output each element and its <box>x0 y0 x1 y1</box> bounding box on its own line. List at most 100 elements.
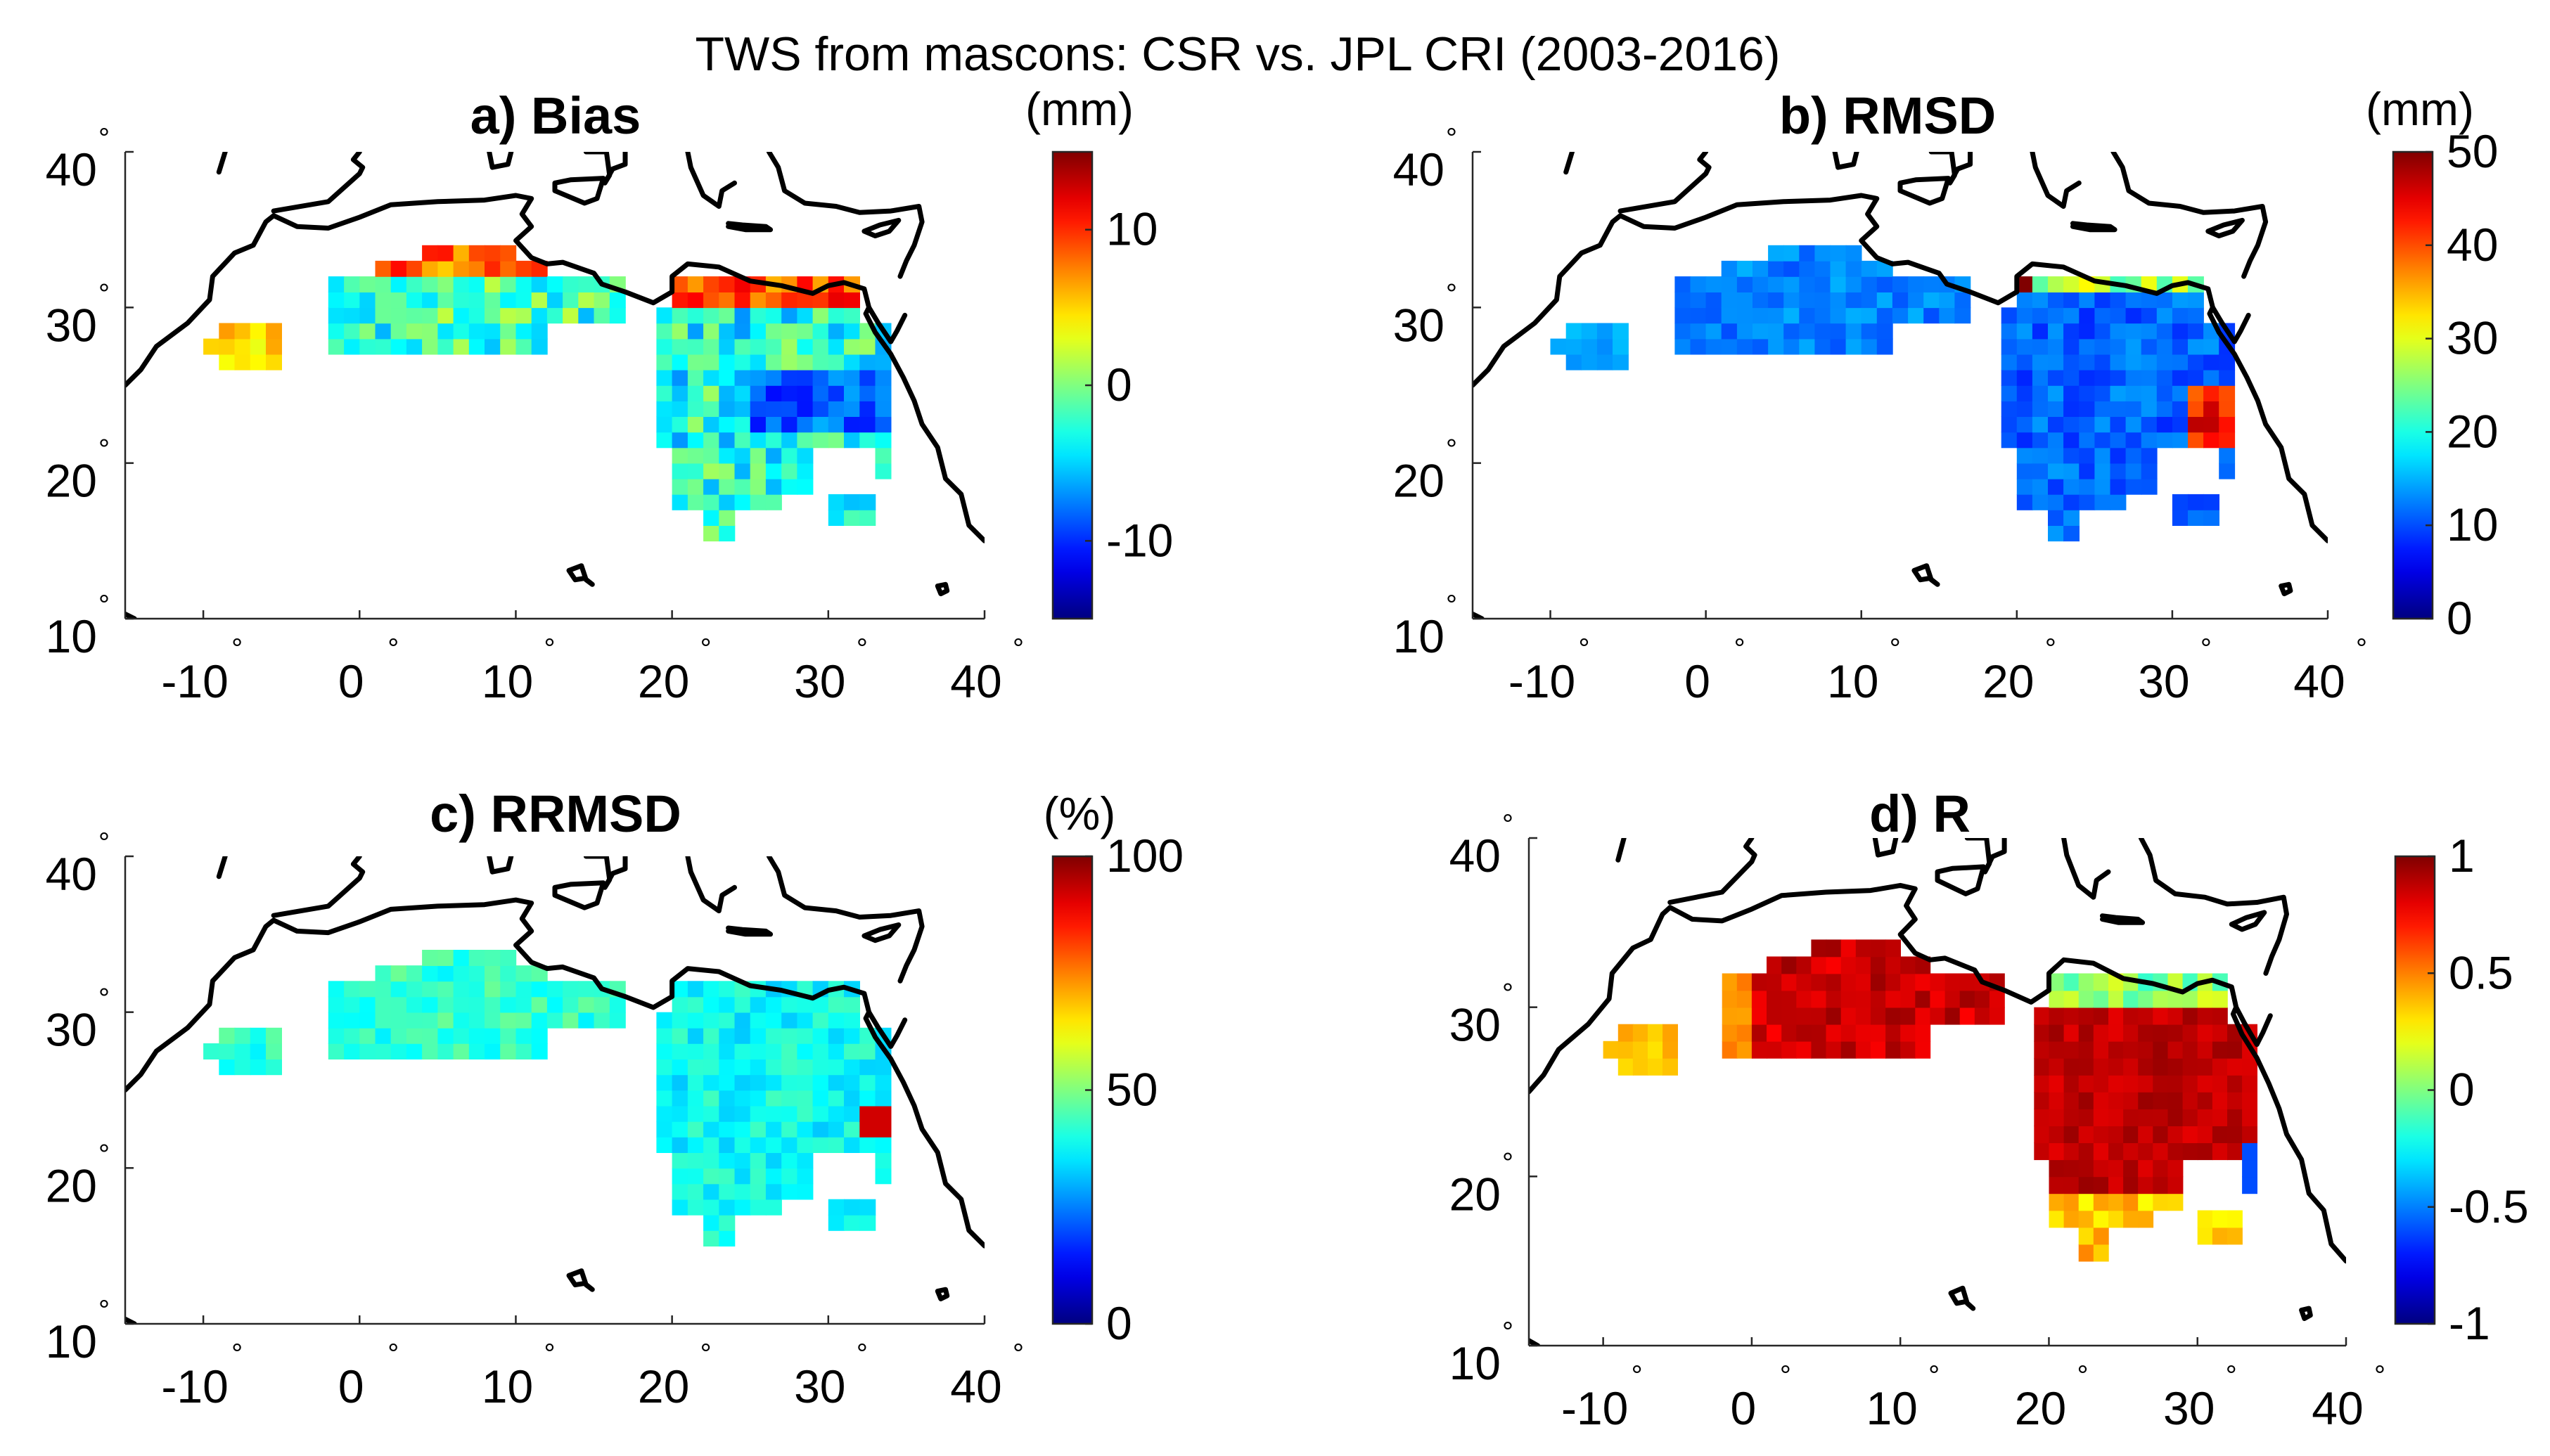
grid-cell <box>406 981 423 998</box>
grid-cell <box>2182 1126 2198 1143</box>
grid-cell <box>2078 1007 2094 1025</box>
grid-cell <box>844 1105 860 1122</box>
grid-cell <box>672 1090 688 1107</box>
grid-cell <box>390 276 407 292</box>
grid-cell <box>703 1043 720 1059</box>
grid-cell <box>781 1012 798 1029</box>
grid-cell <box>1617 1024 1634 1042</box>
grid-cell <box>781 478 798 495</box>
grid-cell <box>2167 1159 2184 1178</box>
grid-cell <box>500 965 517 982</box>
grid-cell <box>2125 307 2142 324</box>
grid-cell <box>2063 510 2080 526</box>
grid-cell <box>2078 1057 2094 1076</box>
grid-cell <box>2219 401 2236 417</box>
y-tick-label: 10 <box>1449 1337 1501 1389</box>
grid-cell <box>1870 1024 1886 1042</box>
grid-cell <box>1648 1057 1663 1076</box>
grid-cell <box>2034 1092 2050 1109</box>
grid-cell <box>734 416 751 433</box>
grid-cell <box>687 1012 704 1029</box>
grid-cell <box>2141 369 2158 386</box>
grid-cell <box>797 369 814 386</box>
grid-cell <box>2001 401 2018 417</box>
grid-cell <box>578 292 595 309</box>
grid-cell <box>2063 338 2080 355</box>
grid-cell <box>781 354 798 371</box>
grid-cell <box>485 950 501 966</box>
grid-cell <box>719 307 736 324</box>
grid-cell <box>1751 1024 1767 1042</box>
grid-cell <box>2138 1057 2154 1076</box>
grid-cell <box>859 432 876 449</box>
grid-cell <box>2188 369 2204 386</box>
grid-cell <box>485 292 501 309</box>
grid-cell <box>219 354 236 371</box>
grid-cell <box>687 276 704 292</box>
grid-cell <box>2048 307 2064 324</box>
grid-cell <box>2032 354 2049 371</box>
grid-cell <box>828 385 845 401</box>
grid-cell <box>1596 354 1613 371</box>
grid-cell <box>594 307 610 324</box>
grid-cell <box>531 1012 548 1029</box>
grid-cell <box>1811 1041 1827 1059</box>
grid-cell <box>703 369 720 386</box>
grid-cell <box>2188 510 2204 526</box>
grid-cell <box>672 996 688 1013</box>
grid-cell <box>2078 973 2094 991</box>
grid-cell <box>2141 385 2158 401</box>
grid-cell <box>812 307 829 324</box>
grid-cell <box>687 1168 704 1185</box>
grid-cell <box>797 1152 814 1169</box>
grid-cell <box>2123 1074 2139 1093</box>
grid-cell <box>765 1090 782 1107</box>
grid-cell <box>1845 292 1862 309</box>
grid-cell <box>1814 307 1831 324</box>
grid-cell <box>375 1012 392 1029</box>
grid-cell <box>1826 1007 1842 1025</box>
grid-cell <box>2032 276 2049 292</box>
grid-cell <box>656 1105 673 1122</box>
grid-cell <box>734 385 751 401</box>
grid-cell <box>390 307 407 324</box>
grid-cell <box>2123 990 2139 1008</box>
grid-cell <box>437 245 454 262</box>
y-tick-degree: ° <box>98 123 110 154</box>
grid-cell <box>437 1043 454 1059</box>
grid-cell <box>2197 1057 2213 1076</box>
grid-cell <box>1954 292 1971 309</box>
x-tick-label: -10 <box>161 1360 228 1412</box>
grid-cell <box>875 1074 892 1091</box>
grid-cell <box>485 245 501 262</box>
grid-cell <box>2141 401 2158 417</box>
grid-cell <box>1565 323 1582 340</box>
grid-cell <box>1944 990 1961 1008</box>
grid-cell <box>2079 463 2096 479</box>
grid-cell <box>703 1059 720 1076</box>
grid-cell <box>1840 939 1857 958</box>
grid-cell <box>2203 510 2219 526</box>
grid-cell <box>2093 1210 2109 1228</box>
grid-cell <box>2063 1074 2080 1093</box>
grid-cell <box>563 276 579 292</box>
grid-cell <box>485 307 501 324</box>
grid-cell <box>2001 416 2018 433</box>
grid-cell <box>2212 1109 2228 1126</box>
grid-cell <box>2063 447 2080 464</box>
grid-cell <box>734 1105 751 1122</box>
y-tick-label: 40 <box>1449 830 1501 882</box>
grid-cell <box>375 965 392 982</box>
grid-cell <box>719 338 736 355</box>
grid-cell <box>828 416 845 433</box>
grid-cell <box>406 292 423 309</box>
grid-cell <box>828 1012 845 1029</box>
grid-cell <box>687 323 704 340</box>
y-tick-label: 30 <box>1393 299 1444 351</box>
grid-cell <box>1565 354 1582 371</box>
grid-cell <box>828 996 845 1013</box>
grid-cell <box>672 401 688 417</box>
y-tick-degree: ° <box>1446 590 1457 621</box>
y-tick-degree: ° <box>1446 278 1457 309</box>
grid-cell <box>2016 385 2033 401</box>
